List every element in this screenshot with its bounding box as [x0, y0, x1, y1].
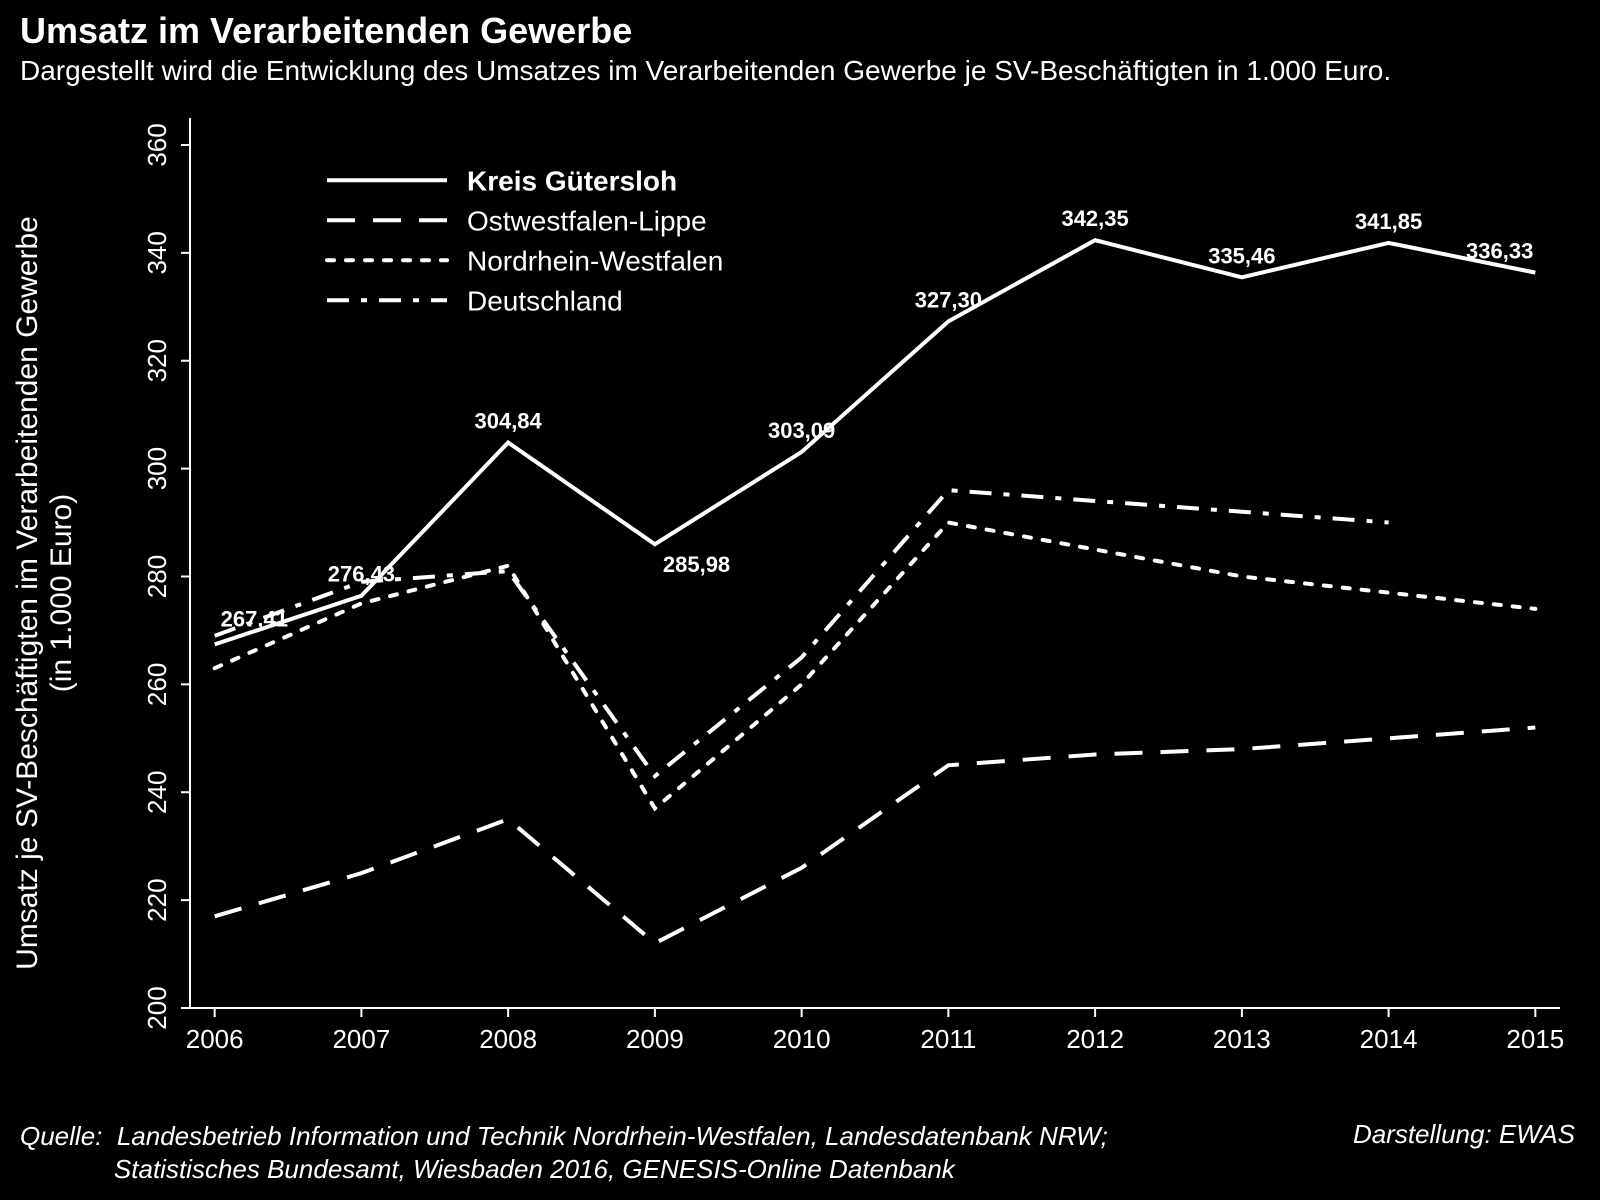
series-line-nordrhein-westfalen — [215, 523, 1536, 809]
chart-title: Umsatz im Verarbeitenden Gewerbe — [20, 10, 632, 52]
data-label: 335,46 — [1208, 243, 1275, 268]
data-label: 304,84 — [474, 408, 542, 433]
y-tick-label: 320 — [142, 339, 172, 382]
y-tick-label: 280 — [142, 555, 172, 598]
legend-label: Kreis Gütersloh — [467, 165, 677, 196]
data-label: 285,98 — [663, 552, 730, 577]
y-axis-title-line2: (in 1.000 Euro) — [45, 494, 78, 692]
x-tick-label: 2007 — [332, 1024, 390, 1054]
x-tick-label: 2011 — [920, 1024, 976, 1054]
source-footer: Quelle: Landesbetrieb Information und Te… — [20, 1120, 1108, 1185]
attribution-footer: Darstellung: EWAS — [1353, 1119, 1575, 1150]
y-axis-title-line1: Umsatz je SV-Beschäftigten im Verarbeite… — [11, 216, 44, 970]
y-tick-label: 220 — [142, 878, 172, 921]
x-tick-label: 2009 — [626, 1024, 684, 1054]
series-line-kreis-g-tersloh — [215, 240, 1536, 644]
x-tick-label: 2008 — [479, 1024, 537, 1054]
chart-container: Umsatz im Verarbeitenden Gewerbe Dargest… — [0, 0, 1600, 1200]
y-tick-label: 340 — [142, 231, 172, 274]
x-tick-label: 2006 — [186, 1024, 244, 1054]
x-tick-label: 2012 — [1066, 1024, 1124, 1054]
legend-label: Ostwestfalen-Lippe — [467, 205, 707, 236]
data-label: 303,09 — [768, 418, 835, 443]
chart-subtitle: Dargestellt wird die Entwicklung des Ums… — [20, 55, 1391, 87]
legend-label: Deutschland — [467, 285, 623, 316]
data-label: 267,41 — [221, 606, 288, 631]
y-tick-label: 240 — [142, 771, 172, 814]
data-label: 341,85 — [1355, 209, 1422, 234]
data-label: 327,30 — [915, 287, 982, 312]
y-tick-label: 360 — [142, 123, 172, 166]
y-tick-label: 300 — [142, 447, 172, 490]
y-tick-label: 260 — [142, 663, 172, 706]
x-tick-label: 2014 — [1360, 1024, 1418, 1054]
x-tick-label: 2010 — [773, 1024, 831, 1054]
series-line-deutschland — [215, 490, 1389, 776]
data-label: 336,33 — [1466, 239, 1533, 264]
data-label: 342,35 — [1061, 206, 1128, 231]
x-tick-label: 2013 — [1213, 1024, 1271, 1054]
y-axis-title: Umsatz je SV-Beschäftigten im Verarbeite… — [0, 108, 90, 1078]
line-chart: 200 220 240 260 280 300 320 340 360 2006 2007 2008 2… — [120, 108, 1580, 1078]
data-label: 276,43 — [328, 562, 395, 587]
source-line-2: Statistisches Bundesamt, Wiesbaden 2016,… — [114, 1154, 955, 1184]
x-tick-label: 2015 — [1506, 1024, 1564, 1054]
legend-label: Nordrhein-Westfalen — [467, 245, 723, 276]
source-label: Quelle: — [20, 1121, 102, 1151]
y-tick-label: 200 — [142, 986, 172, 1029]
series-line-ostwestfalen-lippe — [215, 728, 1536, 944]
source-line-1: Landesbetrieb Information und Technik No… — [117, 1121, 1108, 1151]
